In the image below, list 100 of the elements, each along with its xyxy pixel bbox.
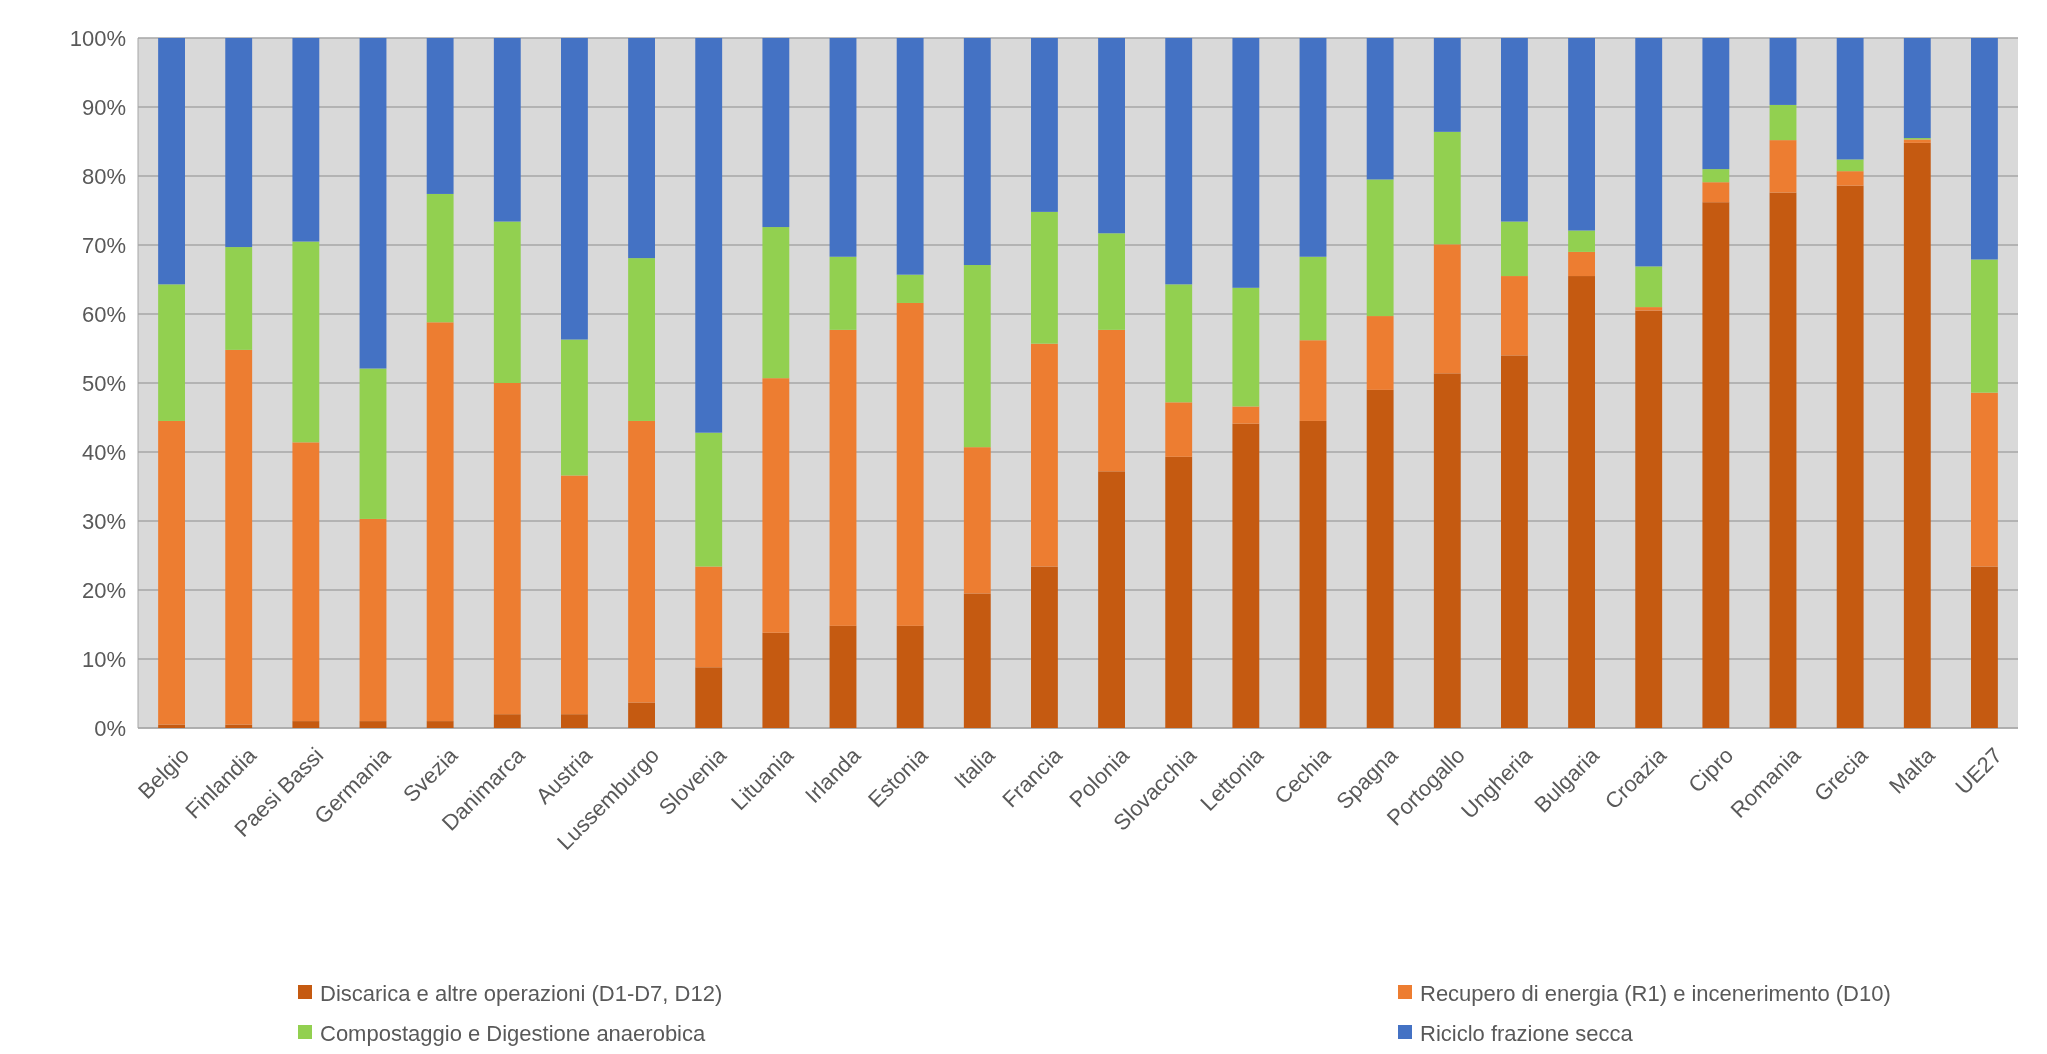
bar xyxy=(561,714,588,728)
bar xyxy=(1769,104,1797,141)
bar xyxy=(1366,179,1394,317)
bar xyxy=(963,593,991,728)
legend-label: Riciclo frazione secca xyxy=(1420,1020,1634,1046)
bar xyxy=(292,721,320,728)
bar xyxy=(493,38,521,222)
bar xyxy=(1568,276,1595,728)
bar xyxy=(1971,566,1998,728)
bar xyxy=(1635,38,1663,267)
y-tick-label: 40% xyxy=(81,439,126,465)
bar xyxy=(1232,287,1260,407)
bar xyxy=(158,38,185,285)
x-tick-label: Italia xyxy=(949,742,1001,794)
y-tick-label: 30% xyxy=(81,508,126,534)
bar xyxy=(1299,340,1327,421)
bar xyxy=(292,38,320,242)
bar xyxy=(158,284,185,421)
bar xyxy=(695,38,723,433)
y-tick-label: 50% xyxy=(81,370,126,396)
bar xyxy=(1702,202,1730,728)
bar xyxy=(158,420,185,725)
bar xyxy=(292,442,320,722)
bar xyxy=(1299,38,1327,257)
bar xyxy=(1501,221,1528,277)
bar xyxy=(1098,233,1125,330)
bar xyxy=(628,702,655,728)
bar xyxy=(1031,211,1058,344)
bar xyxy=(1568,230,1595,252)
bar xyxy=(1501,276,1528,356)
bar xyxy=(896,625,924,728)
y-tick-label: 90% xyxy=(81,94,126,120)
bar xyxy=(1635,310,1663,728)
bar xyxy=(1702,182,1730,203)
bar xyxy=(695,667,723,728)
bar xyxy=(561,339,588,476)
bar xyxy=(896,274,924,303)
bar xyxy=(829,329,857,626)
bar xyxy=(1433,131,1461,245)
bar xyxy=(829,38,857,257)
bar xyxy=(1366,316,1394,390)
bar xyxy=(628,420,655,703)
y-tick-label: 0% xyxy=(94,715,126,741)
bar xyxy=(1568,251,1595,277)
bar xyxy=(561,38,588,340)
bar xyxy=(762,632,790,728)
bar xyxy=(896,302,924,626)
legend-label: Discarica e altre operazioni (D1-D7, D12) xyxy=(320,980,723,1006)
bar xyxy=(1433,38,1461,132)
bar xyxy=(896,38,924,275)
bar xyxy=(1299,420,1327,728)
bar xyxy=(1165,284,1193,403)
bar xyxy=(1971,392,1998,567)
legend-label: Recupero di energia (R1) e incenerimento (D10) xyxy=(1420,980,1891,1006)
bar xyxy=(1702,38,1730,170)
y-tick-label: 80% xyxy=(81,163,126,189)
bar xyxy=(1568,38,1595,231)
bar xyxy=(628,38,655,259)
bar xyxy=(1769,38,1797,105)
bar xyxy=(426,193,454,323)
bar xyxy=(762,378,790,633)
bar xyxy=(1433,244,1461,374)
bar xyxy=(359,38,387,369)
bar xyxy=(695,432,723,567)
bar xyxy=(762,227,790,379)
bar xyxy=(292,241,320,443)
legend-label: Compostaggio e Digestione anaerobica xyxy=(320,1020,707,1046)
bar xyxy=(493,383,521,715)
bar xyxy=(829,625,857,728)
bar xyxy=(1098,329,1125,472)
bar xyxy=(1769,140,1797,193)
bar xyxy=(1031,38,1058,212)
bar xyxy=(628,258,655,421)
bar xyxy=(1232,38,1260,288)
bar xyxy=(1971,259,1998,393)
bar xyxy=(963,265,991,448)
bar xyxy=(1836,38,1864,160)
y-tick-label: 10% xyxy=(81,646,126,672)
bar xyxy=(1635,307,1663,311)
bar xyxy=(1971,38,1998,260)
bar xyxy=(493,221,521,383)
bar xyxy=(1836,185,1864,728)
bar xyxy=(426,721,454,728)
bar xyxy=(225,247,253,350)
bar xyxy=(1232,406,1260,424)
bar xyxy=(1836,171,1864,186)
bar xyxy=(426,322,454,722)
bar xyxy=(359,518,387,722)
bar xyxy=(225,349,253,725)
bar xyxy=(1903,38,1931,139)
bar xyxy=(1433,373,1461,728)
bar xyxy=(1165,38,1193,285)
bar xyxy=(1501,355,1528,728)
bar xyxy=(1165,402,1193,457)
bar xyxy=(1031,566,1058,728)
bar xyxy=(1031,343,1058,567)
y-tick-label: 20% xyxy=(81,577,126,603)
bar xyxy=(493,714,521,728)
bar xyxy=(1903,142,1931,728)
bar xyxy=(762,38,790,228)
